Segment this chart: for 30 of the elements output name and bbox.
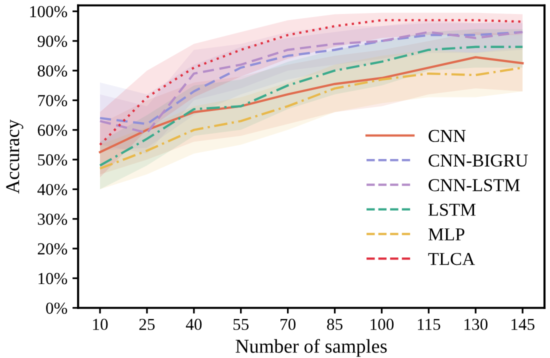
y-tick-label: 80% [38, 65, 68, 77]
y-axis-title: Accuracy [6, 119, 24, 194]
y-tick-label: 20% [38, 243, 68, 255]
y-tick-label: 70% [38, 94, 68, 106]
y-tick-label: 90% [38, 36, 68, 47]
x-tick-label: 25 [139, 318, 155, 330]
x-tick-label: 145 [512, 318, 534, 330]
y-tick-label: 30% [38, 214, 68, 225]
x-axis-title: Number of samples [236, 338, 387, 357]
legend-label: LSTM [428, 204, 476, 216]
line-series [98, 56, 524, 154]
x-tick-label: 40 [186, 318, 202, 330]
x-tick-label: 100 [370, 318, 394, 330]
legend-label: TLCA [428, 252, 475, 266]
x-tick-label: 85 [327, 318, 342, 330]
x-tick-label: 115 [418, 318, 440, 330]
legend-label: MLP [428, 228, 464, 240]
y-tick-label: 100% [30, 6, 68, 18]
legend-label: CNN-BIGRU [428, 154, 528, 167]
y-tick-label: 10% [38, 272, 68, 284]
legend-label: CNN-LSTM [428, 179, 520, 192]
x-tick-label: 70 [280, 318, 296, 330]
y-tick-label: 50% [38, 154, 68, 166]
y-tick-label: 40% [37, 184, 68, 196]
legend-label: CNN [428, 130, 466, 142]
y-tick-label: 60% [38, 124, 68, 136]
x-tick-label: 55 [234, 318, 249, 330]
y-tick-label: 0% [46, 302, 68, 314]
x-tick-label: 130 [464, 318, 488, 330]
x-tick-label: 10 [93, 318, 108, 330]
